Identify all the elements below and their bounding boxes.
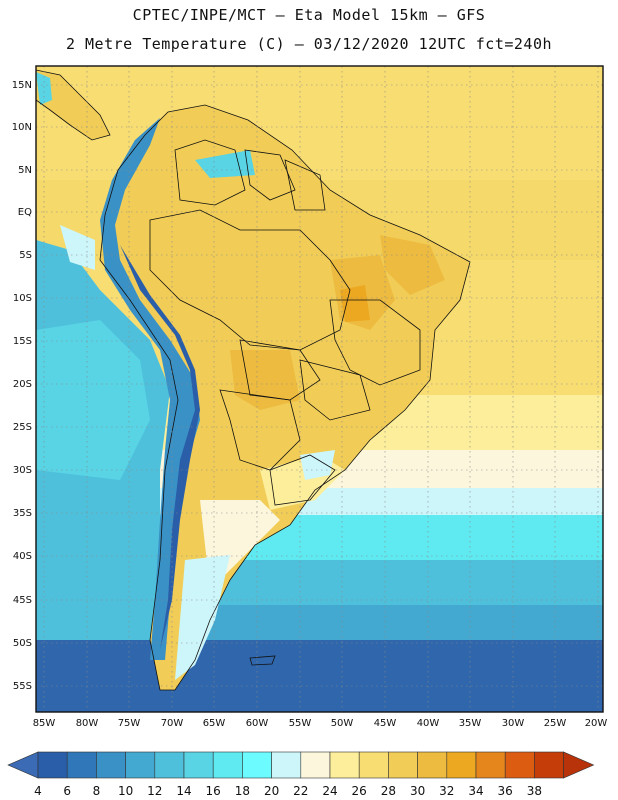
lat-label: 40S — [13, 551, 32, 562]
colorbar-label: 24 — [322, 784, 337, 798]
colorbar-box — [300, 751, 331, 779]
lat-label: 15N — [12, 80, 32, 91]
colorbar-box — [212, 751, 243, 779]
chart-title-line1: CPTEC/INPE/MCT — Eta Model 15km — GFS — [132, 6, 486, 24]
colorbar-label: 16 — [206, 784, 221, 798]
equatorial-pacific-cool — [60, 225, 95, 270]
lon-label: 30W — [502, 718, 525, 729]
colorbar-box — [329, 751, 360, 779]
colorbar-labels: 4 6 8 10 12 14 16 18 20 22 24 26 28 30 32 34 36 38 — [34, 784, 542, 798]
lat-label: 35S — [13, 508, 32, 519]
colorbar-box — [154, 751, 185, 779]
colorbar-box — [358, 751, 389, 779]
patagonia-cool — [175, 555, 230, 680]
lat-label: 45S — [13, 595, 32, 606]
colorbar-box — [417, 751, 448, 779]
central-america-land — [36, 70, 110, 140]
temperature-map: 15N 10N 5N EQ 5S 10S 15S 20S 25S 30S 35S… — [12, 65, 608, 729]
lat-label: 15S — [13, 336, 32, 347]
chart-title-line2: 2 Metre Temperature (C) — 03/12/2020 12U… — [65, 35, 553, 53]
colorbar-label: 18 — [235, 784, 250, 798]
lon-label: 65W — [203, 718, 226, 729]
colorbar-label: 6 — [63, 784, 71, 798]
colorbar-box — [183, 751, 214, 779]
hot-zone-northeast — [380, 235, 445, 295]
falkland-islands — [249, 655, 276, 666]
lon-label: 80W — [76, 718, 99, 729]
rio-grande-cool — [300, 450, 335, 480]
lon-label: 45W — [374, 718, 397, 729]
colorbar-label: 12 — [147, 784, 162, 798]
colorbar-label: 38 — [527, 784, 542, 798]
lat-label: 5S — [19, 250, 32, 261]
colorbar-label: 22 — [293, 784, 308, 798]
colorbar-label: 14 — [176, 784, 191, 798]
colorbar-box — [446, 751, 477, 779]
lat-label: 10N — [12, 122, 32, 133]
lon-label: 40W — [417, 718, 440, 729]
colorbar-label: 36 — [498, 784, 513, 798]
colorbar-boxes — [7, 751, 595, 779]
hot-zone-chaco — [230, 350, 300, 410]
lat-label: 55S — [13, 681, 32, 692]
lon-label: 60W — [246, 718, 269, 729]
colorbar-label: 32 — [439, 784, 454, 798]
map-field — [36, 66, 603, 712]
latitude-axis: 15N 10N 5N EQ 5S 10S 15S 20S 25S 30S 35S… — [12, 80, 32, 692]
colorbar-label: 26 — [352, 784, 367, 798]
lat-label: 50S — [13, 638, 32, 649]
lon-label: 75W — [118, 718, 141, 729]
lon-label: 25W — [544, 718, 567, 729]
colorbar-label: 28 — [381, 784, 396, 798]
colorbar-label: 34 — [468, 784, 483, 798]
map-frame — [35, 65, 604, 713]
colorbar-box — [96, 751, 126, 779]
pacific-cool-core — [36, 320, 150, 480]
lat-label: EQ — [18, 207, 32, 218]
lon-label: 35W — [459, 718, 482, 729]
colorbar-box — [125, 751, 156, 779]
colorbar-box — [271, 751, 302, 779]
colorbar-box — [37, 751, 68, 779]
colorbar-label: 20 — [264, 784, 279, 798]
colorbar-box — [504, 751, 535, 779]
lat-label: 5N — [18, 165, 32, 176]
lat-label: 20S — [13, 379, 32, 390]
andes-cold-core — [120, 245, 200, 650]
lat-label: 10S — [13, 293, 32, 304]
lon-label: 55W — [289, 718, 312, 729]
central-america-highland — [36, 72, 52, 105]
lon-label: 20W — [585, 718, 608, 729]
lat-label: 25S — [13, 422, 32, 433]
colorbar-box — [242, 751, 272, 779]
colorbar-above-arrow — [563, 751, 595, 779]
hot-zone-core — [340, 285, 370, 322]
longitude-axis: 85W 80W 75W 70W 65W 60W 55W 50W 45W 40W … — [33, 718, 608, 729]
lat-label: 30S — [13, 465, 32, 476]
colorbar-label: 30 — [410, 784, 425, 798]
colorbar-box — [475, 751, 506, 779]
lon-label: 70W — [161, 718, 184, 729]
colorbar-box — [388, 751, 418, 779]
colorbar-label: 4 — [34, 784, 42, 798]
ocean-southern — [36, 640, 603, 712]
colorbar-label: 10 — [118, 784, 133, 798]
lon-label: 50W — [331, 718, 354, 729]
colorbar-label: 8 — [93, 784, 101, 798]
colorbar-below-arrow — [7, 751, 39, 779]
colorbar-box — [66, 751, 97, 779]
lon-label: 85W — [33, 718, 56, 729]
colorbar-box — [534, 751, 564, 779]
country-borders — [36, 69, 471, 691]
colorbar: 4 6 8 10 12 14 16 18 20 22 24 26 28 30 32 34 36 38 — [7, 751, 595, 798]
